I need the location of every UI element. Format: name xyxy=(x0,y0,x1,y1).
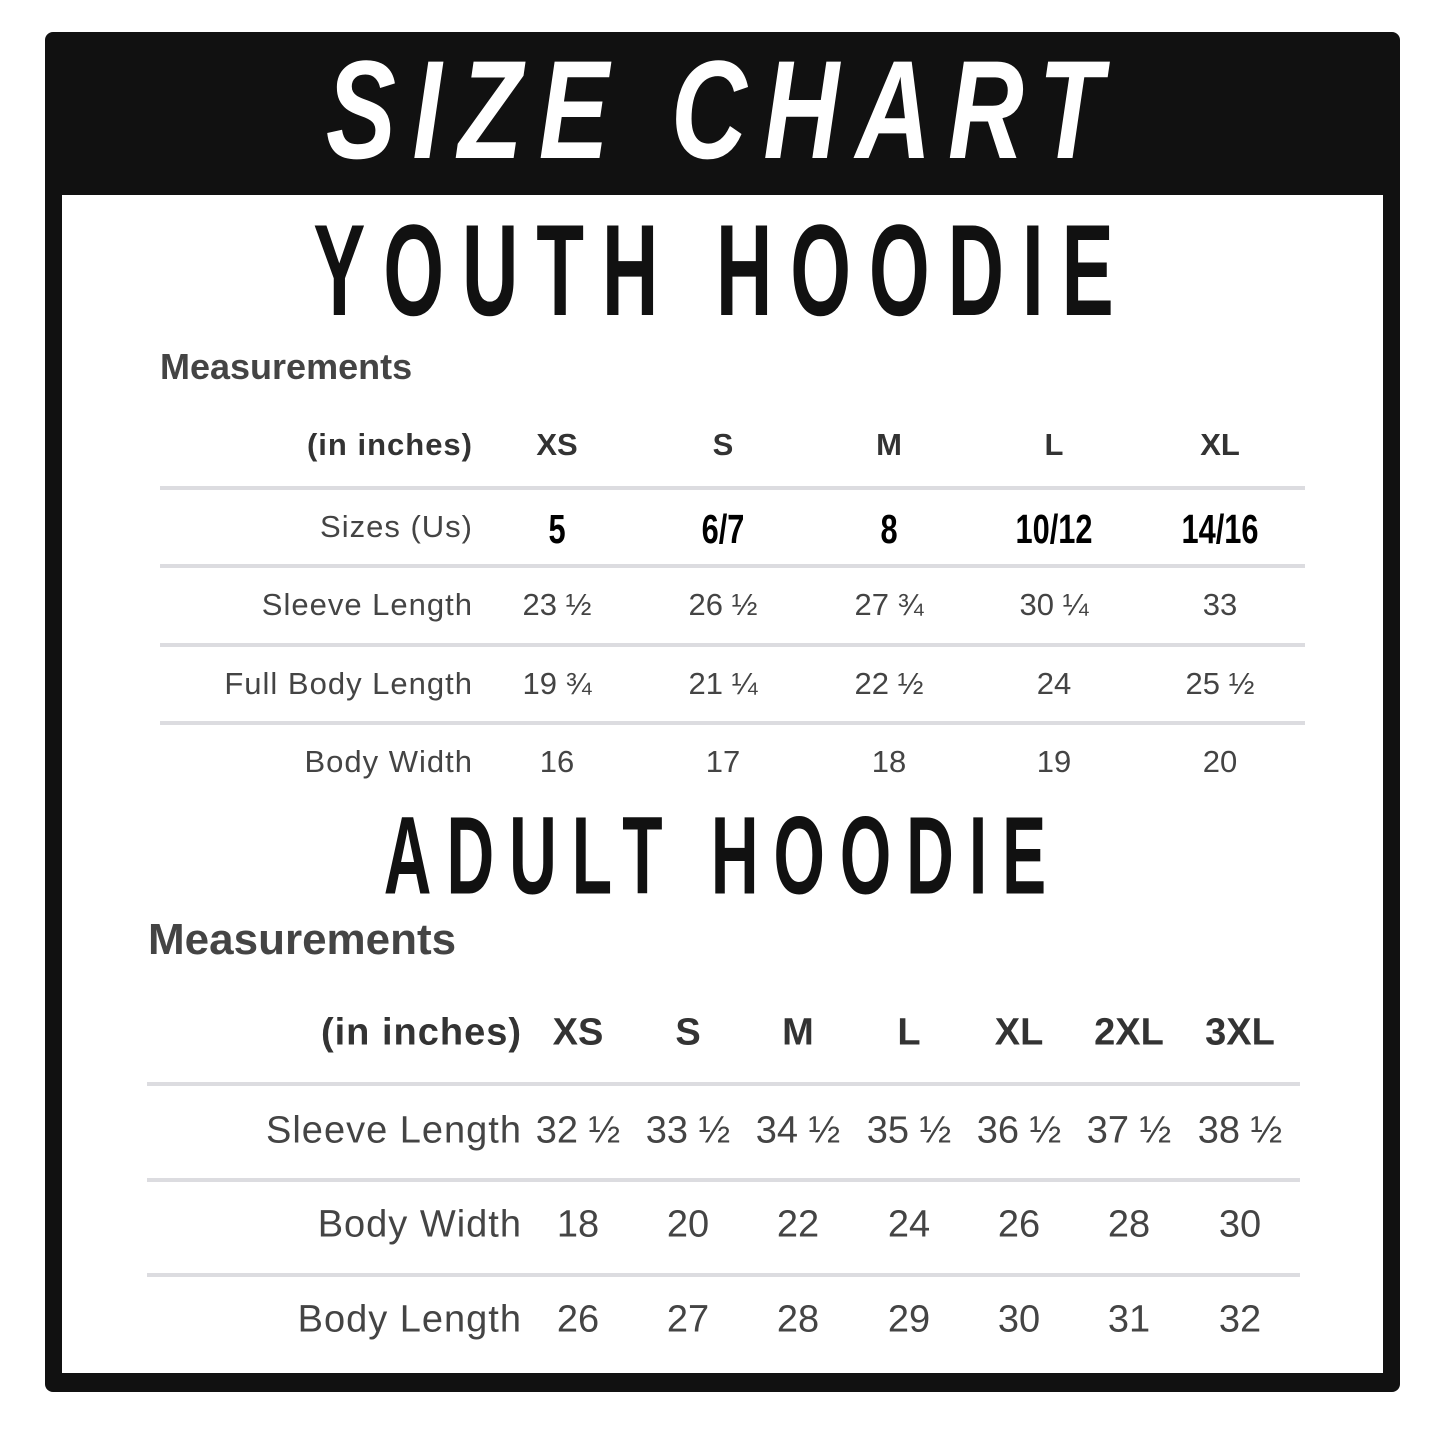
page-title: SIZE CHART xyxy=(325,31,1120,188)
table-cell: 17 xyxy=(705,744,741,779)
row-label: Sleeve Length xyxy=(261,587,473,622)
table-cell: 16 xyxy=(539,744,575,779)
table-cell: 22 ½ xyxy=(854,666,924,701)
table-cell: 27 xyxy=(666,1298,710,1341)
table-cell: 5 xyxy=(548,505,566,552)
row-label: Body Length xyxy=(297,1298,522,1341)
size-header: 3XL xyxy=(1205,1011,1275,1054)
table-cell: 26 xyxy=(997,1203,1041,1246)
table-cell: 30 xyxy=(997,1298,1041,1341)
table-caption: Measurements xyxy=(148,915,457,964)
table-cell: 24 xyxy=(887,1203,931,1246)
table-cell: 28 xyxy=(776,1298,820,1341)
table-cell: 19 ¾ xyxy=(522,666,592,701)
table-cell: 30 ¼ xyxy=(1019,587,1089,622)
row-divider xyxy=(147,1178,1300,1182)
size-header: 2XL xyxy=(1094,1011,1164,1054)
table-cell: 20 xyxy=(1202,744,1238,779)
row-label: Full Body Length xyxy=(224,666,473,701)
table-cell: 33 ½ xyxy=(645,1109,731,1152)
table-cell: 18 xyxy=(871,744,907,779)
table-cell: 19 xyxy=(1036,744,1072,779)
size-header: XS xyxy=(536,427,578,462)
size-header: S xyxy=(712,427,734,462)
size-header: L xyxy=(1044,427,1064,462)
table-cell: 20 xyxy=(666,1203,710,1246)
table-cell: 28 xyxy=(1107,1203,1151,1246)
table-cell: 37 ½ xyxy=(1086,1109,1172,1152)
section-title: ADULT HOODIE xyxy=(383,794,1062,918)
size-header: L xyxy=(897,1011,921,1054)
table-cell: 22 xyxy=(776,1203,820,1246)
table-cell: 33 xyxy=(1202,587,1238,622)
table-cell: 36 ½ xyxy=(976,1109,1062,1152)
panel xyxy=(62,195,1383,1373)
table-cell: 10/12 xyxy=(1015,505,1093,552)
table-cell: 26 ½ xyxy=(688,587,758,622)
size-header: M xyxy=(782,1011,814,1054)
table-cell: 29 xyxy=(887,1298,931,1341)
table-cell: 32 ½ xyxy=(535,1109,621,1152)
table-cell: 18 xyxy=(556,1203,600,1246)
row-label: Body Width xyxy=(304,744,473,779)
size-header: XL xyxy=(1200,427,1240,462)
row-divider xyxy=(147,1273,1300,1277)
row-divider xyxy=(160,721,1305,725)
table-cell: 6/7 xyxy=(701,505,745,552)
row-label: Body Width xyxy=(317,1203,522,1246)
table-cell: 32 xyxy=(1218,1298,1262,1341)
table-cell: 26 xyxy=(556,1298,600,1341)
size-header: M xyxy=(876,427,902,462)
size-header: XL xyxy=(994,1011,1044,1054)
row-divider xyxy=(160,643,1305,647)
table-cell: 31 xyxy=(1107,1298,1151,1341)
unit-header: (in inches) xyxy=(320,1011,522,1054)
table-cell: 25 ½ xyxy=(1185,666,1255,701)
table-cell: 35 ½ xyxy=(866,1109,952,1152)
table-cell: 24 xyxy=(1036,666,1072,701)
table-cell: 27 ¾ xyxy=(854,587,924,622)
row-label: Sizes (Us) xyxy=(320,509,473,544)
section-title: YOUTH HOODIE xyxy=(313,197,1132,343)
table-cell: 23 ½ xyxy=(522,587,592,622)
row-divider xyxy=(160,564,1305,568)
table-caption: Measurements xyxy=(160,346,413,387)
table-cell: 8 xyxy=(880,505,898,552)
table-cell: 30 xyxy=(1218,1203,1262,1246)
table-cell: 34 ½ xyxy=(755,1109,841,1152)
table-cell: 38 ½ xyxy=(1197,1109,1283,1152)
row-label: Sleeve Length xyxy=(266,1109,522,1152)
size-header: XS xyxy=(552,1011,604,1054)
row-divider xyxy=(147,1082,1300,1086)
table-cell: 14/16 xyxy=(1181,505,1259,552)
table-cell: 21 ¼ xyxy=(688,666,758,701)
size-header: S xyxy=(675,1011,701,1054)
row-divider xyxy=(160,486,1305,490)
unit-header: (in inches) xyxy=(306,427,473,462)
